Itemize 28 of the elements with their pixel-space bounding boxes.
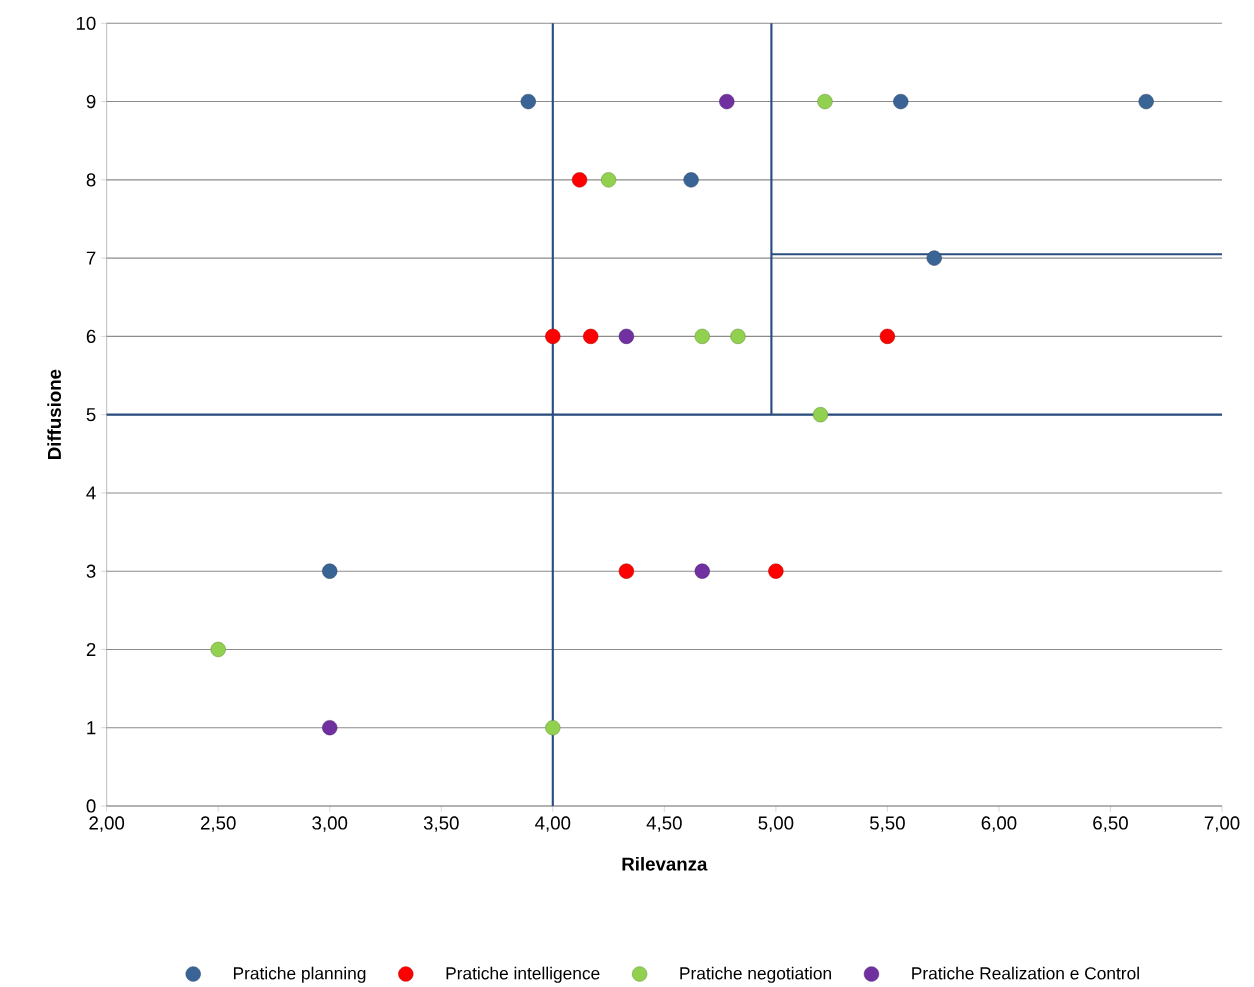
x-tick-label: 3,00 bbox=[312, 816, 348, 832]
y-tick-label: 8 bbox=[86, 173, 96, 187]
x-tick-label: 5,00 bbox=[758, 816, 794, 832]
x-tick-label: 2,00 bbox=[89, 816, 125, 832]
x-axis-title: Rilevanza bbox=[622, 856, 708, 871]
x-tick-label: 2,50 bbox=[200, 816, 236, 832]
x-tick-label: 7,00 bbox=[1204, 816, 1240, 832]
y-tick-label: 5 bbox=[86, 408, 96, 422]
x-tick-label: 3,50 bbox=[423, 816, 459, 832]
x-tick-label: 5,50 bbox=[869, 816, 905, 832]
x-tick-label: 4,00 bbox=[535, 816, 571, 832]
legend-label: Pratiche planning bbox=[233, 966, 366, 983]
y-tick-label: 0 bbox=[86, 799, 96, 813]
legend-label: Pratiche Realization e Control bbox=[912, 966, 1139, 980]
y-tick-label: 6 bbox=[86, 329, 96, 343]
x-tick-label: 6,00 bbox=[981, 816, 1017, 832]
y-axis-title: Diffusione bbox=[47, 369, 62, 460]
legend-label: Pratiche negotiation bbox=[680, 966, 831, 983]
y-tick-label: 3 bbox=[86, 564, 96, 578]
y-tick-label: 2 bbox=[86, 642, 96, 656]
x-tick-label: 4,50 bbox=[646, 816, 682, 832]
x-tick-label: 6,50 bbox=[1093, 816, 1128, 832]
y-tick-label: 1 bbox=[87, 721, 96, 735]
legend-label: Pratiche intelligence bbox=[446, 966, 600, 983]
y-tick-label: 7 bbox=[86, 251, 96, 265]
y-tick-label: 9 bbox=[86, 94, 96, 109]
y-tick-label: 4 bbox=[86, 486, 96, 500]
y-tick-label: 10 bbox=[76, 16, 96, 30]
